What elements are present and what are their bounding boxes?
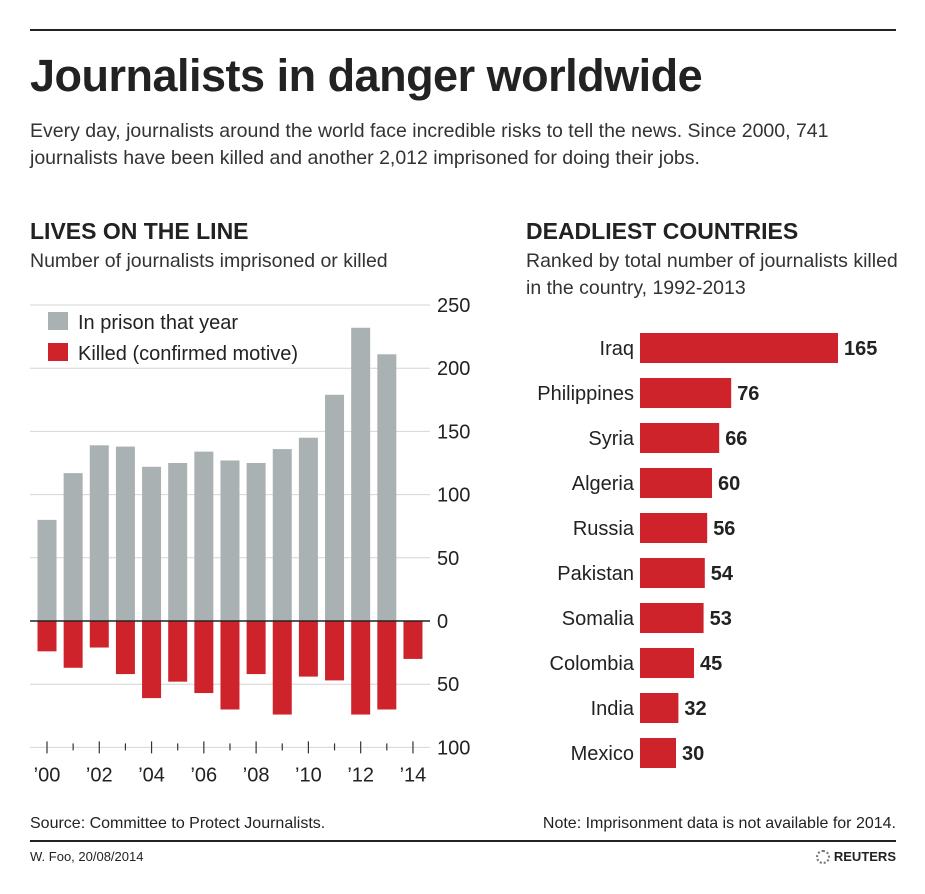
prison-bar-2008 (246, 463, 266, 621)
country-label: Syria (588, 428, 634, 450)
right-subheading: Ranked by total number of journalists ki… (526, 250, 898, 299)
killed-bar-2006 (194, 621, 214, 694)
logo-text: REUTERS (833, 849, 896, 864)
killed-bar-2000 (37, 621, 57, 652)
prison-bar-2006 (194, 451, 214, 621)
value-label: 54 (711, 563, 734, 585)
killed-bar-2011 (325, 621, 345, 681)
country-bar-syria (640, 423, 720, 453)
y-tick-label: 100 (437, 485, 470, 507)
left-subheading: Number of journalists imprisoned or kill… (30, 250, 388, 272)
prison-bar-2004 (142, 466, 162, 621)
country-bar-pakistan (640, 558, 705, 588)
x-tick-label: ’12 (347, 764, 374, 786)
country-label: Mexico (571, 743, 634, 765)
prison-bar-2012 (351, 327, 371, 621)
reuters-dots-icon (815, 849, 830, 864)
country-label: Pakistan (557, 563, 634, 585)
y-tick-label: 100 (437, 737, 470, 759)
killed-bar-2005 (168, 621, 188, 682)
y-tick-label: 150 (437, 421, 470, 443)
country-label: Philippines (537, 383, 634, 405)
killed-bar-2002 (89, 621, 109, 648)
x-tick-label: ’02 (86, 764, 113, 786)
country-label: Algeria (572, 473, 635, 495)
x-tick-label: ’04 (138, 764, 165, 786)
country-label: Somalia (562, 608, 635, 630)
prison-bar-2011 (325, 394, 345, 621)
y-tick-label: 0 (437, 611, 448, 633)
value-label: 30 (682, 743, 704, 765)
y-tick-label: 50 (437, 674, 459, 696)
legend-label-killed: Killed (confirmed motive) (78, 343, 298, 365)
country-bar-russia (640, 513, 708, 543)
countries-chart: Iraq 165 Philippines 76 Syria 66 Algeria 60 Russ… (537, 333, 877, 768)
country-bar-colombia (640, 648, 694, 678)
country-bar-india (640, 693, 679, 723)
country-bar-somalia (640, 603, 704, 633)
page-subtitle: Every day, journalists around the world … (30, 120, 829, 169)
x-tick-label: ’10 (295, 764, 322, 786)
left-heading: LIVES ON THE LINE (30, 218, 249, 244)
y-tick-label: 250 (437, 295, 470, 317)
killed-bar-2009 (272, 621, 292, 715)
country-label: India (591, 698, 635, 720)
country-bar-algeria (640, 468, 712, 498)
y-tick-label: 50 (437, 548, 459, 570)
country-bar-mexico (640, 738, 676, 768)
killed-bar-2003 (115, 621, 135, 675)
lives-chart: 250 200 150 100 50 0 50 100 ’00 ’02 ’04 ’06 ’08 ’10 ’1… (30, 295, 470, 786)
value-label: 60 (718, 473, 740, 495)
killed-bar-2010 (298, 621, 318, 677)
bottom-rule (30, 840, 896, 842)
killed-bar-2004 (142, 621, 162, 699)
value-label: 165 (844, 338, 877, 360)
x-tick-label: ’06 (190, 764, 217, 786)
prison-bar-2001 (63, 473, 83, 621)
top-rule (30, 29, 896, 31)
killed-bar-2014 (403, 621, 423, 659)
prison-bar-2000 (37, 519, 57, 621)
killed-bar-2012 (351, 621, 371, 715)
legend-swatch-prison (48, 312, 68, 330)
prison-bar-2005 (168, 463, 188, 621)
country-bar-iraq (640, 333, 838, 363)
y-tick-label: 200 (437, 358, 470, 380)
legend-label-prison: In prison that year (78, 312, 238, 334)
reuters-logo: REUTERS (815, 849, 896, 864)
value-label: 66 (725, 428, 747, 450)
x-tick-label: ’08 (243, 764, 270, 786)
killed-bar-2013 (377, 621, 397, 710)
country-label: Iraq (600, 338, 634, 360)
value-label: 45 (700, 653, 722, 675)
right-heading: DEADLIEST COUNTRIES (526, 218, 799, 244)
legend-swatch-killed (48, 343, 68, 361)
killed-bar-2007 (220, 621, 240, 710)
value-label: 53 (710, 608, 732, 630)
prison-bar-2002 (89, 445, 109, 621)
data-note: Note: Imprisonment data is not available… (542, 815, 896, 832)
prison-bar-2009 (272, 449, 292, 621)
prison-bar-2003 (115, 446, 135, 621)
killed-bar-2001 (63, 621, 83, 668)
page-title: Journalists in danger worldwide (30, 50, 703, 101)
killed-bar-2008 (246, 621, 266, 675)
country-bar-philippines (640, 378, 732, 408)
value-label: 76 (737, 383, 759, 405)
country-label: Colombia (550, 653, 635, 675)
prison-bar-2007 (220, 460, 240, 621)
source-note: Source: Committee to Protect Journalists… (30, 815, 326, 832)
x-tick-label: ’00 (34, 764, 61, 786)
x-tick-label: ’14 (400, 764, 427, 786)
country-label: Russia (573, 518, 635, 540)
prison-bar-2010 (298, 437, 318, 621)
value-label: 56 (713, 518, 735, 540)
value-label: 32 (684, 698, 706, 720)
prison-bar-2013 (377, 354, 397, 621)
credit: W. Foo, 20/08/2014 (30, 849, 144, 864)
